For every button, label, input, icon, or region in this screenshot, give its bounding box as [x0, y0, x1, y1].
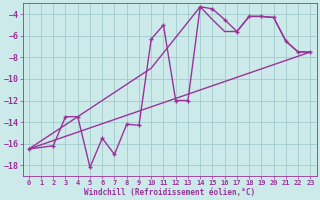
X-axis label: Windchill (Refroidissement éolien,°C): Windchill (Refroidissement éolien,°C): [84, 188, 255, 197]
